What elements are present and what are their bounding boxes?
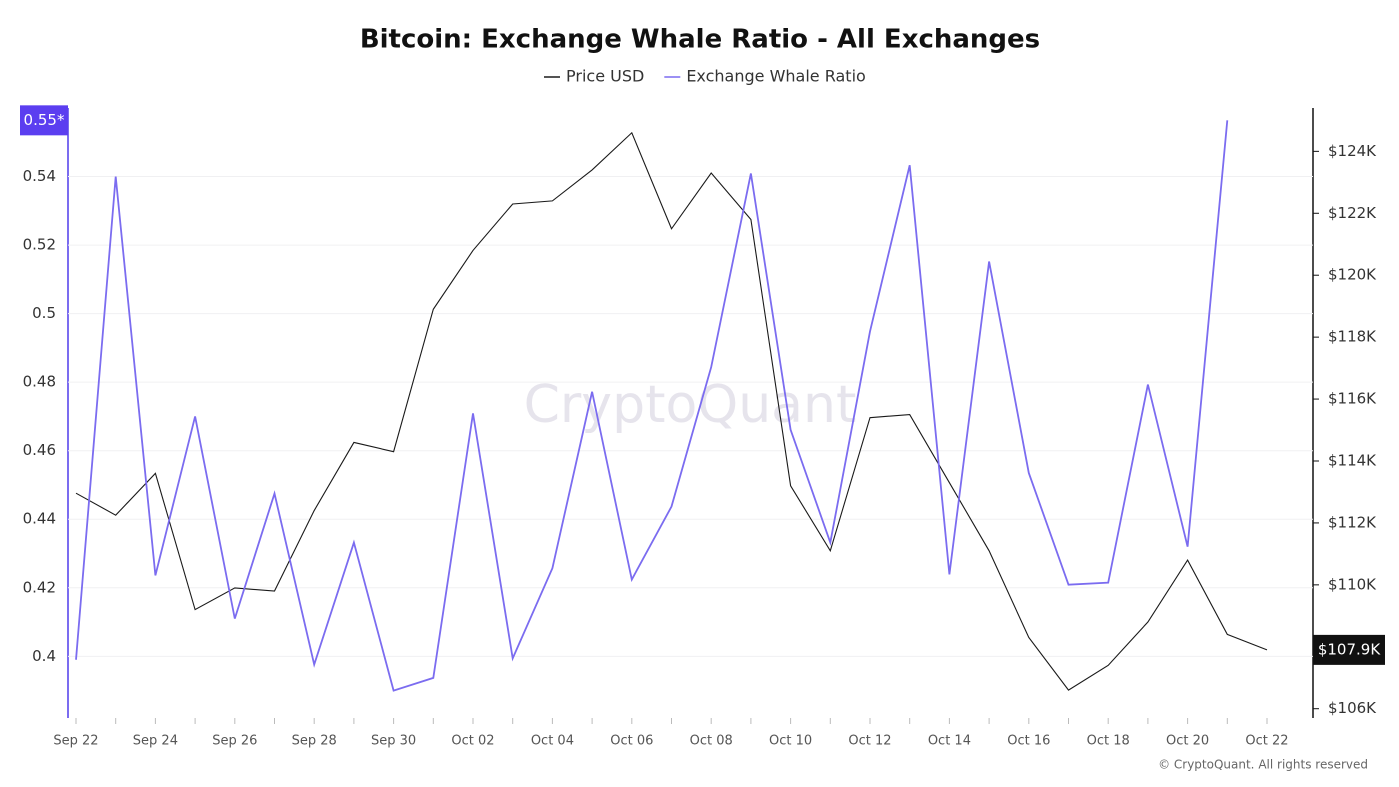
x-tick-label: Oct 20 <box>1166 734 1209 749</box>
y2-tick-label: $110K <box>1328 575 1377 593</box>
x-tick-label: Oct 02 <box>451 734 494 749</box>
x-tick-label: Oct 06 <box>610 734 653 749</box>
y2-tick-label: $106K <box>1328 699 1377 717</box>
x-tick-label: Oct 22 <box>1245 734 1288 749</box>
x-tick-label: Oct 12 <box>848 734 891 749</box>
x-tick-label: Sep 28 <box>292 734 337 749</box>
y2-tick-label: $120K <box>1328 266 1377 284</box>
y2-tick-label: $124K <box>1328 142 1377 160</box>
y2-tick-label: $116K <box>1328 390 1377 408</box>
x-tick-label: Oct 10 <box>769 734 812 749</box>
last-value-badge: 0.55* <box>20 105 68 136</box>
chart-title: Bitcoin: Exchange Whale Ratio - All Exch… <box>360 25 1040 55</box>
y-tick-label: 0.44 <box>23 510 56 528</box>
x-tick-label: Sep 22 <box>53 734 98 749</box>
watermark: CryptoQuant <box>524 375 857 435</box>
y2-tick-label: $118K <box>1328 328 1377 346</box>
x-tick-label: Oct 04 <box>531 734 574 749</box>
x-tick-label: Sep 26 <box>212 734 257 749</box>
y-tick-label: 0.42 <box>23 578 56 596</box>
y-tick-label: 0.4 <box>32 647 56 665</box>
y-tick-label: 0.48 <box>23 373 56 391</box>
series-line <box>75 120 1229 692</box>
y-tick-label: 0.46 <box>23 441 56 459</box>
badge-label: 0.55* <box>24 111 65 129</box>
y2-tick-label: $122K <box>1328 204 1377 222</box>
badge-label: $107.9K <box>1318 640 1381 658</box>
x-tick-label: Oct 18 <box>1087 734 1130 749</box>
copyright: © CryptoQuant. All rights reserved <box>1158 758 1368 772</box>
x-tick-label: Sep 30 <box>371 734 416 749</box>
y2-tick-label: $114K <box>1328 451 1377 469</box>
legend-label: Exchange Whale Ratio <box>686 67 865 86</box>
series-line <box>75 131 1268 691</box>
x-tick-label: Oct 14 <box>928 734 971 749</box>
last-value-badge: $107.9K <box>1313 634 1385 665</box>
legend-label: Price USD <box>566 67 644 86</box>
y2-tick-label: $112K <box>1328 513 1377 531</box>
x-tick-label: Oct 16 <box>1007 734 1050 749</box>
badge-bg <box>20 105 68 136</box>
badge-bg <box>1313 634 1385 665</box>
y-tick-label: 0.52 <box>23 236 56 254</box>
x-tick-label: Sep 24 <box>133 734 178 749</box>
y-tick-label: 0.5 <box>32 304 56 322</box>
x-tick-label: Oct 08 <box>690 734 733 749</box>
y-tick-label: 0.54 <box>23 167 56 185</box>
